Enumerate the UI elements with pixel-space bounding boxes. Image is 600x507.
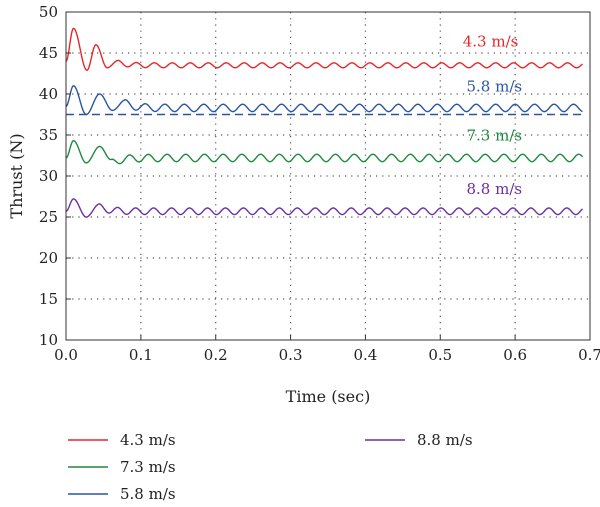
- y-tick-label: 35: [39, 126, 58, 144]
- series-line-3: [65, 198, 583, 218]
- series-label-3: 8.8 m/s: [466, 180, 522, 198]
- legend-item: 4.3 m/s: [68, 431, 176, 449]
- x-tick-label: 0.3: [279, 346, 303, 364]
- series-line-1: [65, 85, 583, 116]
- y-tick-label: 50: [39, 3, 58, 21]
- plot-area-frame: [65, 11, 591, 341]
- legend-label: 4.3 m/s: [120, 431, 176, 449]
- x-tick-label: 0.5: [428, 346, 452, 364]
- legend-label: 7.3 m/s: [120, 458, 176, 476]
- legend-item: 8.8 m/s: [365, 431, 473, 449]
- y-tick-label: 10: [39, 331, 58, 349]
- grid: [66, 12, 590, 340]
- y-axis-label: Thrust (N): [7, 133, 26, 218]
- legend-label: 5.8 m/s: [120, 485, 176, 503]
- series-label-0: 4.3 m/s: [463, 32, 519, 50]
- x-tick-label: 0.0: [54, 346, 78, 364]
- y-tick-label: 25: [39, 208, 58, 226]
- y-tick-label: 45: [39, 44, 58, 62]
- x-tick-label: 0.1: [129, 346, 153, 364]
- x-axis-label: Time (sec): [286, 387, 371, 406]
- x-tick-label: 0.7: [578, 346, 600, 364]
- series-line-2: [65, 140, 584, 165]
- x-tick-label: 0.6: [503, 346, 527, 364]
- legend-item: 7.3 m/s: [68, 458, 176, 476]
- series-label-2: 7.3 m/s: [466, 127, 522, 145]
- tick-layer: 0.0 0.1 0.2 0.3 0.4 0.5 0.6 0.7 10 15 20 25 30 35 40 45…: [39, 3, 600, 364]
- series-line-0: [65, 27, 583, 71]
- legend-label: 8.8 m/s: [417, 431, 473, 449]
- y-tick-label: 40: [39, 85, 58, 103]
- legend-item: 5.8 m/s: [68, 485, 176, 503]
- y-tick-label: 20: [39, 249, 58, 267]
- series-layer: [65, 27, 584, 218]
- series-label-layer: 4.3 m/s 5.8 m/s 7.3 m/s 8.8 m/s: [463, 32, 522, 198]
- y-tick-label: 30: [39, 167, 58, 185]
- y-tick-label: 15: [39, 290, 58, 308]
- x-tick-label: 0.4: [353, 346, 377, 364]
- series-label-1: 5.8 m/s: [466, 78, 522, 96]
- legend: 4.3 m/s 7.3 m/s 5.8 m/s 8.8 m/s: [68, 431, 473, 503]
- x-tick-label: 0.2: [204, 346, 228, 364]
